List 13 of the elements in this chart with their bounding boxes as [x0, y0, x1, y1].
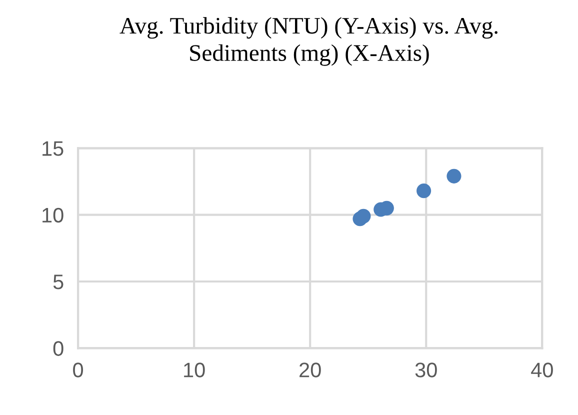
y-tick-label: 10 [42, 208, 64, 223]
x-tick-label: 20 [300, 362, 321, 378]
chart-title: Avg. Turbidity (NTU) (Y-Axis) vs. Avg. Sediments (mg) (X-Axis) [120, 17, 498, 66]
y-tick-label: 0 [53, 341, 64, 356]
y-tick-label: 5 [53, 274, 64, 290]
y-tick-label: 15 [42, 141, 64, 156]
x-tick-label: 40 [531, 362, 553, 378]
x-tick-label: 30 [415, 362, 437, 378]
x-tick-label: 10 [184, 362, 205, 378]
point [356, 208, 371, 224]
point [446, 168, 462, 184]
x-tick-label: 0 [73, 362, 84, 378]
point [416, 184, 432, 198]
